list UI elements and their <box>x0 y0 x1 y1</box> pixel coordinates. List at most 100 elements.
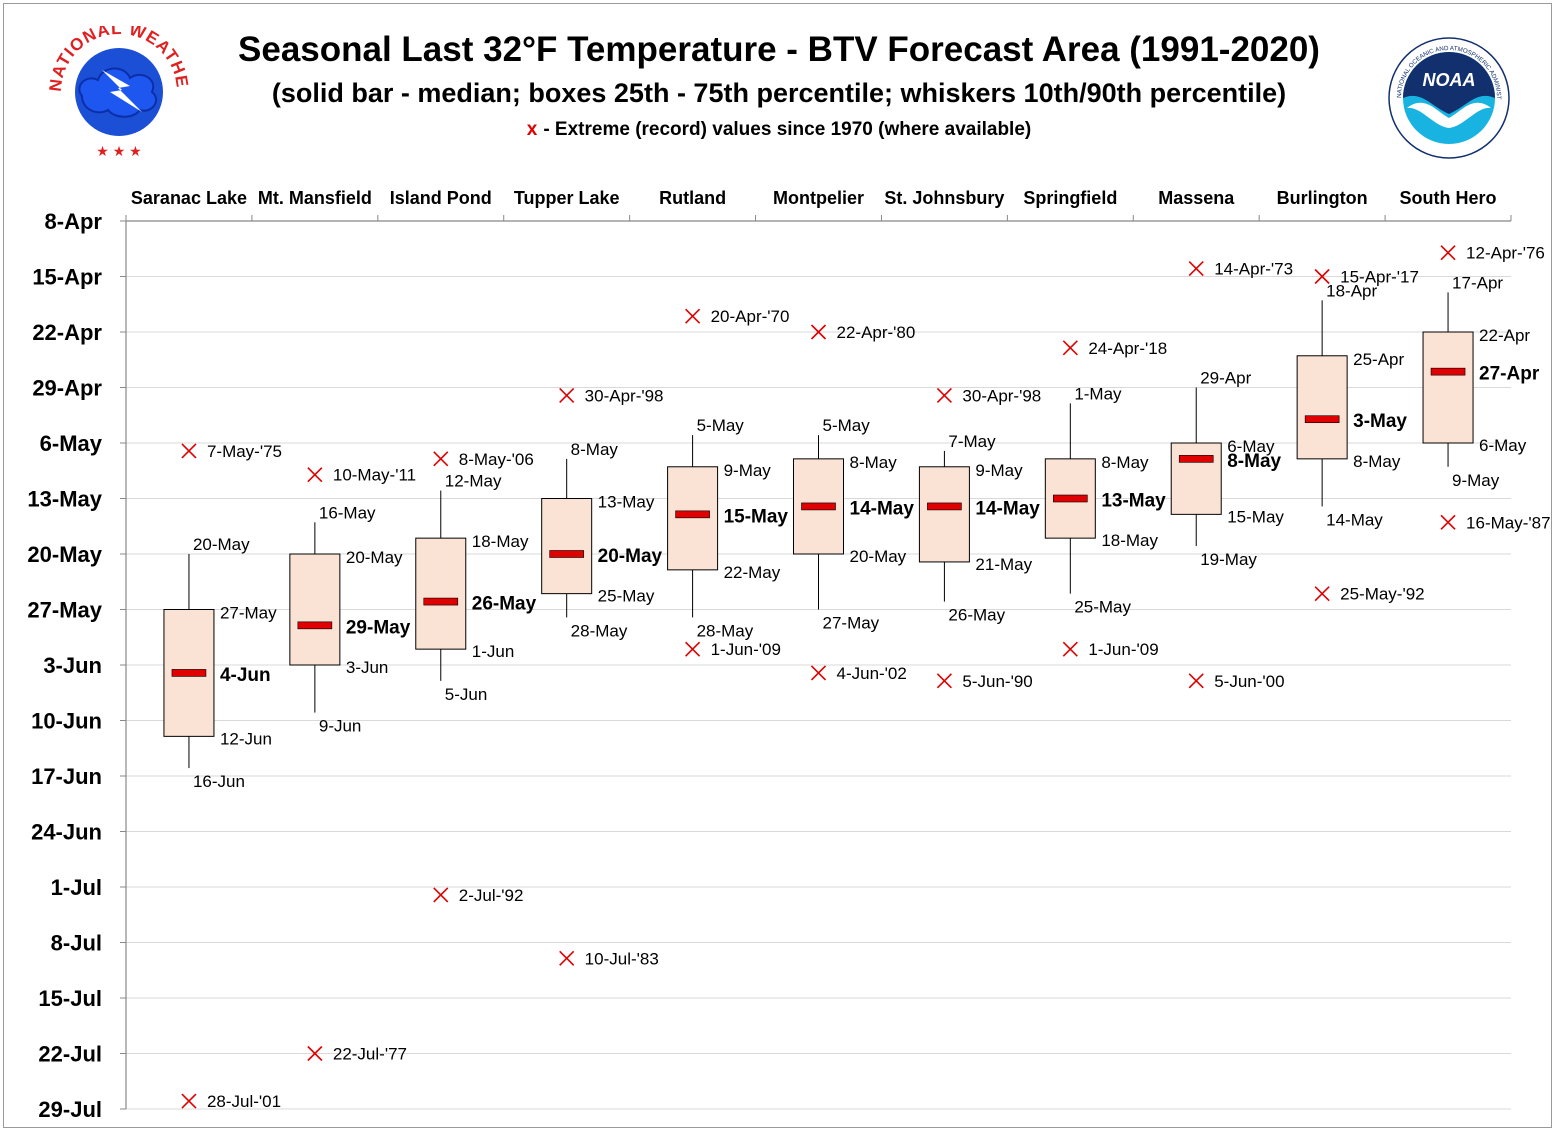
extreme-early-label: 20-Apr-'70 <box>711 307 790 326</box>
p90-label: 16-Jun <box>193 772 245 791</box>
extreme-record-marker <box>559 950 575 966</box>
extreme-early-label: 22-Apr-'80 <box>837 323 916 342</box>
extreme-early-marker-stroke <box>810 324 827 340</box>
median-label: 27-Apr <box>1479 364 1540 385</box>
chart-frame <box>3 3 1552 1128</box>
p75-label: 25-May <box>598 587 655 606</box>
extreme-record-marker-stroke <box>1188 673 1204 689</box>
extreme-note-text: - Extreme (record) values since 1970 (wh… <box>543 119 1032 140</box>
extreme-record-marker-stroke <box>181 1093 197 1109</box>
extreme-early-label: 12-Apr-'76 <box>1466 244 1545 263</box>
extreme-record-label: 1-Jun-'09 <box>711 640 781 659</box>
p90-label: 9-May <box>1452 471 1500 490</box>
median-label: 29-May <box>346 617 411 638</box>
p75-label: 22-May <box>724 563 781 582</box>
p10-label: 12-May <box>445 472 502 491</box>
extreme-record-marker <box>307 1045 323 1062</box>
p10-label: 1-May <box>1074 384 1122 403</box>
extreme-record-marker-stroke <box>1314 586 1330 602</box>
iqr-box <box>1422 331 1474 444</box>
iqr-box <box>1170 442 1222 515</box>
extreme-record-marker <box>810 665 827 681</box>
median-bar <box>297 621 333 630</box>
extreme-early-marker <box>559 387 575 403</box>
y-tick-label: 3-Jun <box>43 653 102 678</box>
median-label: 15-May <box>724 506 789 527</box>
category-label: South Hero <box>1400 188 1497 208</box>
p25-label: 8-May <box>1101 453 1149 472</box>
median-label: 8-May <box>1227 451 1281 472</box>
category-label: Rutland <box>659 188 726 208</box>
median-bar <box>549 550 584 558</box>
median-bar <box>423 597 459 606</box>
y-tick-label: 22-Apr <box>32 320 102 345</box>
extreme-record-marker-stroke <box>433 887 449 903</box>
y-tick-label: 6-May <box>40 431 103 456</box>
median-label: 14-May <box>850 498 915 519</box>
p25-label: 9-May <box>975 461 1023 480</box>
extreme-early-marker <box>685 308 701 324</box>
p10-label: 16-May <box>319 503 376 522</box>
y-tick-label: 29-Apr <box>32 376 102 401</box>
extreme-record-marker <box>1440 514 1456 530</box>
extreme-record-marker-stroke <box>559 950 575 966</box>
extreme-record-label: 5-Jun-'90 <box>962 672 1032 691</box>
median-bar <box>1178 455 1214 463</box>
extreme-early-marker-stroke <box>433 451 449 467</box>
p25-label: 8-May <box>850 453 898 472</box>
extreme-record-label: 1-Jun-'09 <box>1088 640 1158 659</box>
extreme-early-marker <box>810 324 827 340</box>
extreme-record-marker <box>1188 673 1204 689</box>
category-label: St. Johnsbury <box>884 188 1004 208</box>
median-label: 26-May <box>472 594 537 615</box>
p10-label: 8-May <box>571 440 619 459</box>
p75-label: 1-Jun <box>472 642 515 661</box>
p10-label: 20-May <box>193 535 250 554</box>
category-label: Massena <box>1158 188 1235 208</box>
iqr-box <box>415 537 467 650</box>
median-label: 20-May <box>598 546 663 567</box>
extreme-early-marker <box>1314 268 1330 285</box>
y-tick-label: 13-May <box>27 487 102 512</box>
iqr-box <box>289 553 341 666</box>
p75-label: 8-May <box>1353 452 1401 471</box>
y-tick-label: 10-Jun <box>31 709 102 734</box>
p90-label: 5-Jun <box>445 685 488 704</box>
noaa-sky <box>1403 52 1495 114</box>
extreme-note: x- Extreme (record) values since 1970 (w… <box>0 119 1558 141</box>
extreme-early-marker <box>1188 261 1204 277</box>
extreme-record-marker <box>433 887 449 903</box>
p75-label: 18-May <box>1101 531 1158 550</box>
p10-label: 5-May <box>697 416 745 435</box>
extreme-record-label: 4-Jun-'02 <box>837 664 907 683</box>
extreme-early-marker-stroke <box>936 387 952 403</box>
p90-label: 19-May <box>1200 550 1257 569</box>
category-label: Tupper Lake <box>514 188 620 208</box>
extreme-early-marker-stroke <box>1062 340 1078 356</box>
y-tick-label: 1-Jul <box>51 875 102 900</box>
median-label: 14-May <box>975 498 1040 519</box>
extreme-early-label: 10-May-'11 <box>333 466 416 485</box>
extreme-early-marker-stroke <box>1440 245 1456 261</box>
extreme-early-marker-stroke <box>181 443 197 459</box>
extreme-record-label: 28-Jul-'01 <box>207 1092 281 1111</box>
iqr-box <box>1296 355 1348 460</box>
p90-label: 9-Jun <box>319 717 362 736</box>
extreme-record-marker <box>1314 586 1330 602</box>
p90-label: 27-May <box>823 614 880 633</box>
p25-label: 25-Apr <box>1353 350 1404 369</box>
p10-label: 29-Apr <box>1200 369 1251 388</box>
p75-label: 3-Jun <box>346 658 389 677</box>
p90-label: 26-May <box>948 606 1005 625</box>
median-label: 3-May <box>1353 411 1407 432</box>
iqr-box <box>541 498 593 595</box>
p75-label: 20-May <box>850 547 907 566</box>
p25-label: 20-May <box>346 548 403 567</box>
extreme-early-marker <box>433 451 449 467</box>
extreme-record-marker-stroke <box>810 665 827 681</box>
extreme-early-marker-stroke <box>1314 268 1330 285</box>
extreme-early-label: 14-Apr-'73 <box>1214 260 1293 279</box>
category-label: Burlington <box>1277 188 1368 208</box>
extreme-early-marker <box>1440 245 1456 261</box>
